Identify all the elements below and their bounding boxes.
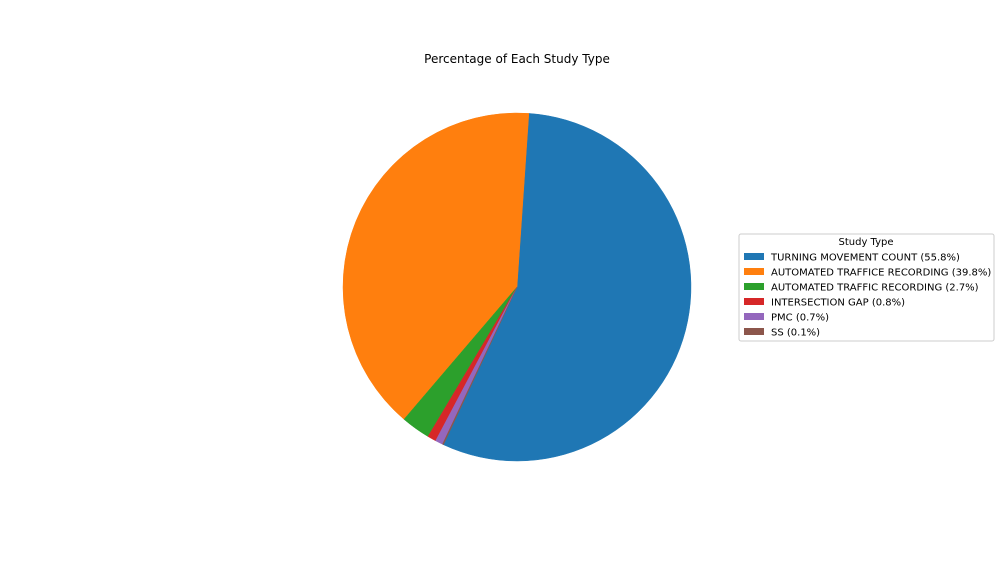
legend-items: TURNING MOVEMENT COUNT (55.8%) AUTOMATED … [744,253,991,339]
legend-label-3: AUTOMATED TRAFFIC RECORDING (2.7%) [771,283,979,294]
pie-slice-6 [442,286,518,446]
legend-label-4: INTERSECTION GAP (0.8%) [771,298,905,309]
legend-swatch-4 [744,298,764,305]
legend-label-6: SS (0.1%) [771,328,820,339]
pie-slice-2 [342,112,530,420]
legend-label-1: TURNING MOVEMENT COUNT (55.8%) [770,253,960,264]
legend-swatch-2 [744,268,764,275]
pie-slices [342,112,692,462]
legend-swatch-6 [744,328,764,335]
pie-slice-1 [443,113,692,462]
legend-swatch-3 [744,283,764,290]
legend-label-5: PMC (0.7%) [771,313,829,324]
legend-label-2: AUTOMATED TRAFFICE RECORDING (39.8%) [771,268,991,279]
chart-title: Percentage of Each Study Type [424,52,610,66]
legend: Study Type TURNING MOVEMENT COUNT (55.8%… [738,233,995,342]
legend-frame [738,233,995,342]
legend-title: Study Type [838,237,893,248]
legend-swatch-1 [744,253,764,260]
legend-swatch-5 [744,313,764,320]
